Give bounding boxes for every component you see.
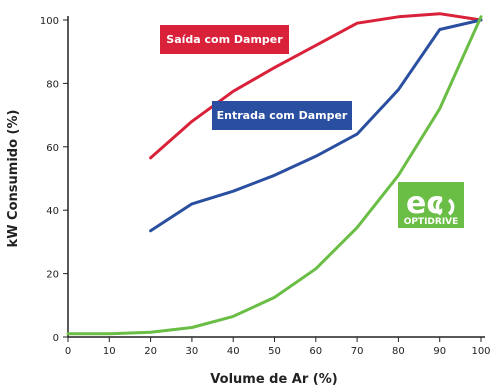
x-axis-ticks: 0 10 20 30 40 50 60 70 80 90 100 (65, 337, 491, 357)
axes (67, 16, 485, 338)
y-tick-label: 0 (53, 333, 59, 344)
x-axis-title: Volume de Ar (%) (210, 372, 337, 387)
x-tick-label: 100 (471, 346, 490, 357)
series-line-sa-da-com-damper (149, 12, 483, 160)
x-tick-label: 60 (309, 346, 322, 357)
x-tick-label: 20 (144, 346, 157, 357)
saida-label-callout: Saída com Damper (160, 25, 289, 54)
x-tick-label: 70 (351, 346, 364, 357)
x-tick-label: 80 (392, 346, 405, 357)
series-lines (66, 12, 483, 336)
eco-logo-arc2-icon (447, 198, 455, 216)
y-tick-label: 60 (46, 143, 59, 154)
y-tick-label: 80 (46, 79, 59, 90)
entrada-label-text: Entrada com Damper (217, 109, 348, 122)
saida-label-text: Saída com Damper (166, 33, 283, 46)
x-tick-label: 40 (227, 346, 240, 357)
y-axis-title: kW Consumido (%) (6, 110, 21, 248)
entrada-label-callout: Entrada com Damper (212, 101, 352, 130)
x-tick-label: 90 (433, 346, 446, 357)
x-tick-label: 50 (268, 346, 281, 357)
saida-label-box (160, 25, 289, 54)
series-line-entrada-com-damper (149, 18, 483, 233)
y-tick-label: 20 (46, 270, 59, 281)
eco-optidrive-logo: ec OPTIDRIVE (398, 182, 464, 228)
x-tick-label: 30 (186, 346, 199, 357)
x-tick-label: 0 (65, 346, 71, 357)
entrada-label-box (212, 101, 352, 130)
series-line-eco-optidrive (66, 15, 483, 336)
eco-logo-arc-icon (435, 198, 443, 216)
x-tick-label: 10 (103, 346, 116, 357)
y-tick-label: 40 (46, 206, 59, 217)
y-tick-label: 100 (40, 16, 59, 27)
y-axis-ticks: 0 20 40 60 80 100 (40, 16, 68, 344)
eco-logo-subtext: OPTIDRIVE (404, 217, 459, 227)
